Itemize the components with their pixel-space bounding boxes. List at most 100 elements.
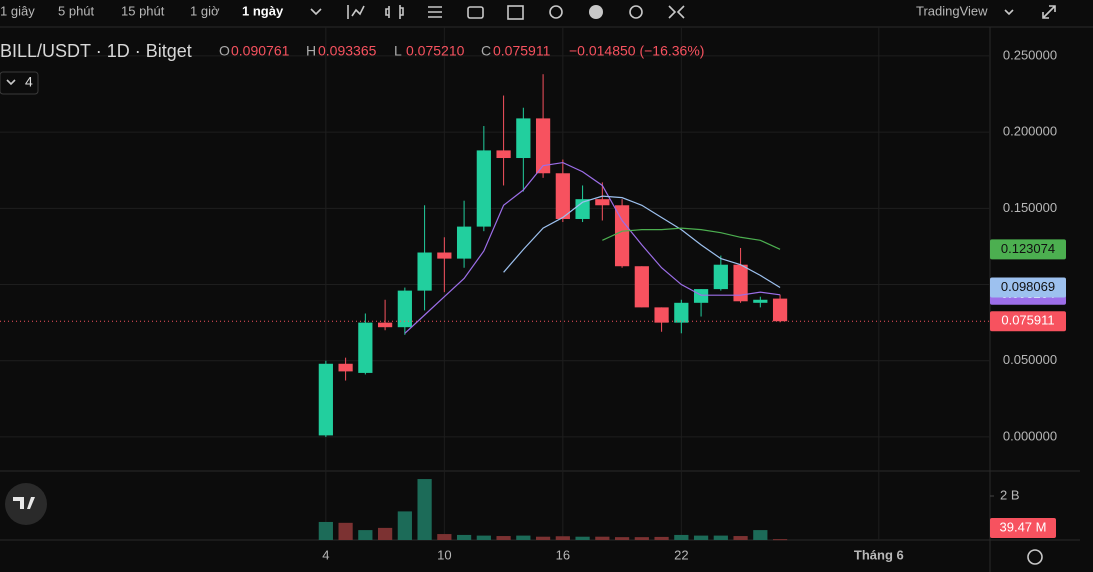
calendar-icon[interactable] [507, 5, 524, 20]
candle-body [358, 322, 373, 373]
ma-line [404, 161, 781, 334]
fullscreen-icon[interactable] [1042, 5, 1056, 19]
interval-active[interactable]: 1 ngày [242, 3, 284, 18]
volume-label: 39.47 M [1000, 519, 1047, 534]
interval[interactable]: 1 giờ [190, 3, 220, 18]
volume-bar [595, 536, 610, 540]
toolbar: 1 giây 5 phút 15 phút 1 giờ 1 ngày Tradi… [0, 3, 1056, 20]
candles-icon[interactable] [385, 5, 404, 19]
volume-bar [674, 534, 689, 540]
candle-body [595, 199, 610, 206]
ohlc-value: 0.093365 [318, 43, 377, 59]
candle-body [654, 307, 669, 323]
candle-body [496, 150, 511, 159]
price-label: 0.123074 [1001, 241, 1055, 256]
brand[interactable]: TradingView [916, 3, 988, 18]
candle-body [575, 199, 590, 219]
legend-toggle-icon[interactable] [6, 79, 16, 86]
ohlc-label: L [394, 43, 402, 59]
volume-label-box [990, 518, 1056, 538]
candle-body [456, 226, 472, 259]
volume-bar [535, 536, 551, 540]
interval[interactable]: 15 phút [121, 3, 165, 18]
indicators-icon[interactable] [428, 6, 442, 18]
ohlc-label: H [306, 43, 316, 59]
y-tick-label: 0.050000 [1003, 352, 1057, 367]
chart-type-icon[interactable] [347, 5, 365, 19]
legend-count[interactable]: 4 [25, 74, 33, 90]
volume-bar [397, 511, 412, 540]
volume-bar [318, 521, 333, 540]
price-label: 0.075911 [1001, 313, 1054, 328]
volume-bar [358, 530, 373, 540]
candle-body [555, 173, 570, 219]
volume-bar [377, 527, 393, 540]
candle-body [318, 363, 333, 436]
interval[interactable]: 5 phút [58, 3, 95, 18]
volume-bar [456, 534, 472, 540]
price-label-box [990, 239, 1066, 260]
volume-bar [733, 536, 748, 540]
candle-body [437, 252, 452, 259]
change: −0.014850 (−16.36%) [569, 43, 704, 59]
replay-icon[interactable] [549, 5, 563, 19]
candle-body [417, 252, 432, 291]
settings-icon[interactable] [1027, 549, 1043, 565]
candle-body [535, 118, 551, 174]
candle-body [634, 266, 649, 308]
volume-bar [713, 535, 728, 540]
x-tick-label: 16 [556, 547, 570, 562]
brand-dropdown[interactable] [1004, 9, 1014, 16]
x-tick-label: 10 [437, 547, 451, 562]
volume-bar [654, 536, 669, 540]
candle-body [753, 299, 768, 303]
volume-bar [555, 536, 570, 540]
volume-bar [634, 537, 649, 540]
y-tick-label: 0.000000 [1003, 428, 1057, 443]
price-label-box [990, 277, 1066, 298]
volume-bar [338, 522, 353, 540]
settings-icon[interactable] [629, 5, 643, 19]
candle-body [733, 264, 748, 302]
candle-body [693, 289, 709, 303]
tv-logo-mark[interactable] [13, 497, 35, 509]
interval[interactable]: 1 giây [0, 3, 35, 18]
ohlc-label: C [481, 43, 491, 59]
volume-bar [437, 534, 452, 540]
volume-bar [516, 535, 531, 540]
x-tick-label: Tháng 6 [854, 547, 904, 562]
volume-bar [614, 537, 630, 540]
candle-body [397, 290, 412, 328]
y-tick-label: 0.250000 [1003, 47, 1057, 62]
snapshot-icon[interactable] [668, 5, 685, 19]
price-label: 0.098069 [1001, 279, 1055, 294]
candle-body [772, 298, 788, 322]
candle-body [674, 302, 689, 323]
dropdown-icon[interactable] [310, 8, 322, 16]
candle-body [377, 322, 393, 328]
candle-body [476, 150, 491, 227]
volume-bar [693, 535, 709, 540]
y-tick-label: 0.150000 [1003, 200, 1057, 215]
ohlc-value: 0.075911 [493, 43, 551, 59]
volume-bar [496, 536, 511, 540]
ma-line [602, 227, 781, 250]
symbol-title: BILL/USDT · 1D · Bitget [0, 41, 192, 61]
candle-body [338, 363, 353, 372]
legend-toggle[interactable] [0, 71, 39, 95]
volume-bar [476, 535, 491, 540]
candle-body [516, 118, 531, 159]
candle-body [614, 205, 630, 267]
volume-tick-label: 2 B [1000, 487, 1020, 502]
add-icon[interactable] [589, 5, 603, 19]
y-tick-label: 0.200000 [1003, 124, 1057, 139]
tv-logo[interactable] [5, 483, 47, 525]
x-tick-label: 22 [674, 547, 688, 562]
ohlc-legend: O 0.090761 H 0.093365 L 0.075210 C 0.075911 [219, 43, 551, 59]
camera-icon[interactable] [467, 6, 484, 19]
volume-bar [772, 539, 788, 541]
